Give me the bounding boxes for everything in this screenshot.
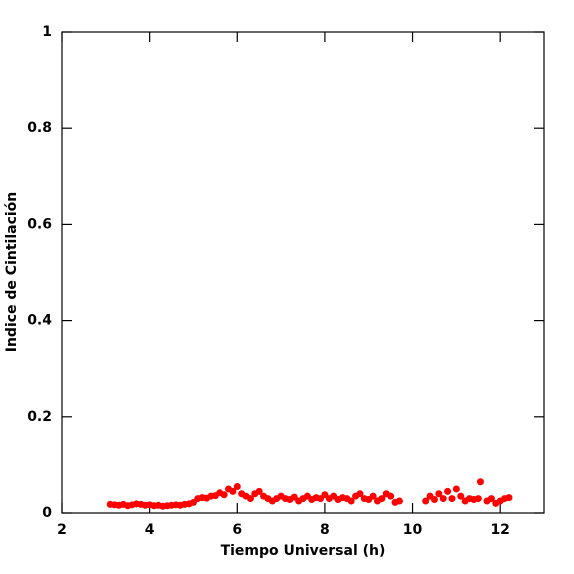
point [347, 497, 355, 505]
point [233, 483, 241, 491]
point [229, 487, 237, 495]
x-tick-label: 12 [490, 522, 509, 538]
y-tick-label: 0.2 [27, 409, 52, 425]
x-tick-label: 10 [403, 522, 423, 538]
point [448, 495, 456, 503]
point [444, 487, 452, 495]
point [220, 491, 228, 499]
x-tick-label: 2 [57, 522, 67, 538]
point [457, 492, 465, 500]
point [505, 494, 513, 502]
point [435, 490, 443, 498]
y-tick-label: 0.4 [27, 313, 52, 329]
x-axis-label: Tiempo Universal (h) [221, 543, 386, 559]
point [439, 495, 447, 503]
point [422, 497, 430, 505]
y-tick-label: 0.8 [27, 120, 52, 136]
x-tick-label: 4 [145, 522, 155, 538]
y-tick-label: 0.6 [27, 216, 52, 232]
point [255, 487, 263, 495]
point [452, 485, 460, 493]
point [387, 492, 395, 500]
point [476, 478, 484, 486]
point [356, 490, 364, 498]
point [395, 497, 403, 505]
point [246, 495, 254, 503]
x-tick-label: 6 [232, 522, 242, 538]
x-tick-label: 8 [320, 522, 330, 538]
y-tick-label: 0 [42, 505, 52, 521]
point [474, 495, 482, 503]
y-axis-label: Indice de Cintilación [4, 192, 20, 353]
point [378, 495, 386, 503]
point [487, 495, 495, 503]
point [369, 492, 377, 500]
point [430, 496, 438, 504]
plot-frame [61, 31, 545, 514]
y-tick-label: 1 [42, 24, 52, 40]
